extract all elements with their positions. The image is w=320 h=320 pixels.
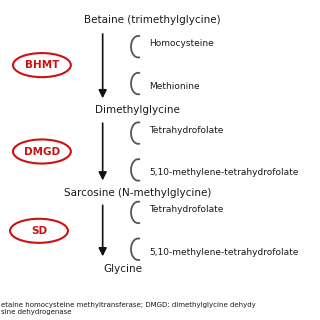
Text: Sarcosine (N-methylglycine): Sarcosine (N-methylglycine) (64, 188, 211, 197)
Text: SD: SD (31, 226, 47, 236)
Text: DMGD: DMGD (24, 147, 60, 156)
Text: Dimethylglycine: Dimethylglycine (95, 105, 180, 116)
Text: Glycine: Glycine (103, 264, 142, 274)
Text: Homocysteine: Homocysteine (149, 39, 214, 48)
Text: Betaine (trimethylglycine): Betaine (trimethylglycine) (84, 15, 220, 25)
Text: 5,10-methylene-tetrahydrofolate: 5,10-methylene-tetrahydrofolate (149, 168, 298, 177)
Text: 5,10-methylene-tetrahydrofolate: 5,10-methylene-tetrahydrofolate (149, 248, 298, 257)
Text: Tetrahydrofolate: Tetrahydrofolate (149, 205, 223, 214)
Text: BHMT: BHMT (25, 60, 59, 70)
Text: etaine homocysteine methyltransferase; DMGD: dimethylglycine dehydy
sine dehydro: etaine homocysteine methyltransferase; D… (1, 302, 256, 315)
Text: Tetrahydrofolate: Tetrahydrofolate (149, 126, 223, 135)
Text: Methionine: Methionine (149, 82, 200, 91)
